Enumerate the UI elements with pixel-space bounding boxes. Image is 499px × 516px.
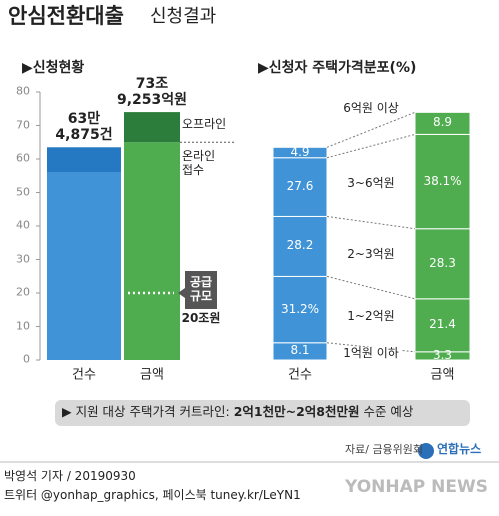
byline: 박영석 기자 / 20190930: [4, 469, 136, 483]
banner-highlight: 2억1천만~2억8천만원: [233, 404, 360, 419]
y-tick-label: 40: [16, 218, 30, 232]
bar-segment: [47, 172, 121, 360]
value-label: 31.2%: [280, 301, 320, 316]
bar-segment: [272, 146, 328, 159]
bar-segment: [272, 275, 328, 344]
y-tick-label: 50: [16, 185, 30, 199]
connector: [326, 275, 416, 300]
value-label: 8.9: [432, 115, 453, 130]
chart-title: ▶신청현황: [22, 60, 85, 76]
banner-bg: [55, 400, 470, 426]
bar-segment: [124, 142, 180, 360]
bar-segment: [124, 112, 180, 143]
bar-segment: [272, 215, 328, 277]
chart-title: ▶신청자 주택가격분포(%): [258, 60, 417, 76]
segment-label: 1억원 이하: [341, 345, 401, 361]
bar-segment: [272, 157, 328, 217]
y-tick-label: 30: [16, 252, 30, 266]
y-tick-label: 0: [23, 352, 30, 366]
value-label: 21.4: [429, 317, 456, 332]
annotation-value: 20조원: [181, 311, 221, 326]
connector: [326, 111, 416, 148]
segment-label: 2~3억원: [345, 247, 397, 262]
y-tick-label: 80: [16, 84, 30, 98]
x-tick-label: 건수: [288, 367, 312, 383]
connector: [326, 215, 416, 230]
legend-label: 오프라인: [182, 117, 227, 132]
bar-segment: [414, 111, 471, 135]
value-label: 38.1%: [423, 173, 462, 188]
annotation-arrow: [178, 288, 185, 298]
banner-suffix: 수준 예상: [363, 404, 414, 419]
x-tick-label: 건수: [72, 367, 96, 383]
value-label: 28.2: [286, 238, 314, 253]
segment-label: 1~2억원: [345, 309, 397, 325]
total-label: 73조 9,253억원: [116, 76, 188, 109]
value-label: 4.9: [290, 144, 310, 159]
value-label: 3.3: [432, 348, 453, 363]
watermark: YONHAP NEWS: [345, 477, 488, 497]
annotation-text: 공급 규모: [189, 275, 213, 303]
banner-text: ▶ 지원 대상 주택가격 커트라인: 2억1천만~2억8천만원 수준 예상: [62, 404, 414, 419]
segment-label: 6억원 이상: [341, 101, 401, 117]
logo-mark: [418, 443, 434, 459]
x-tick-label: 금액: [430, 367, 455, 383]
y-tick-label: 70: [16, 118, 30, 132]
value-label: 28.3: [429, 255, 456, 270]
bar-segment: [414, 298, 471, 353]
social: 트위터 @yonhap_graphics, 페이스북 tuney.kr/LeYN…: [4, 488, 301, 502]
segment-label: 3~6억원: [345, 176, 397, 192]
y-tick-label: 60: [16, 151, 30, 165]
logo: 연합뉴스: [437, 442, 482, 456]
connector: [326, 133, 416, 159]
x-tick-label: 금액: [140, 367, 164, 383]
value-label: 27.6: [286, 179, 314, 194]
bar-segment: [414, 228, 471, 300]
annotation-box: [185, 271, 217, 309]
banner-prefix: ▶ 지원 대상 주택가격 커트라인:: [62, 404, 230, 419]
y-tick-label: 10: [16, 319, 30, 333]
subtitle: 신청결과: [150, 6, 217, 27]
legend-label: 온라인 접수: [182, 149, 216, 178]
source: 자료/ 금융위원회: [345, 443, 424, 456]
bar-segment: [414, 133, 471, 230]
total-label: 63만 4,875건: [55, 111, 113, 144]
value-label: 8.1: [290, 343, 310, 358]
y-tick-label: 20: [16, 285, 30, 299]
title: 안심전환대출: [8, 4, 124, 28]
bar-segment: [47, 147, 121, 173]
